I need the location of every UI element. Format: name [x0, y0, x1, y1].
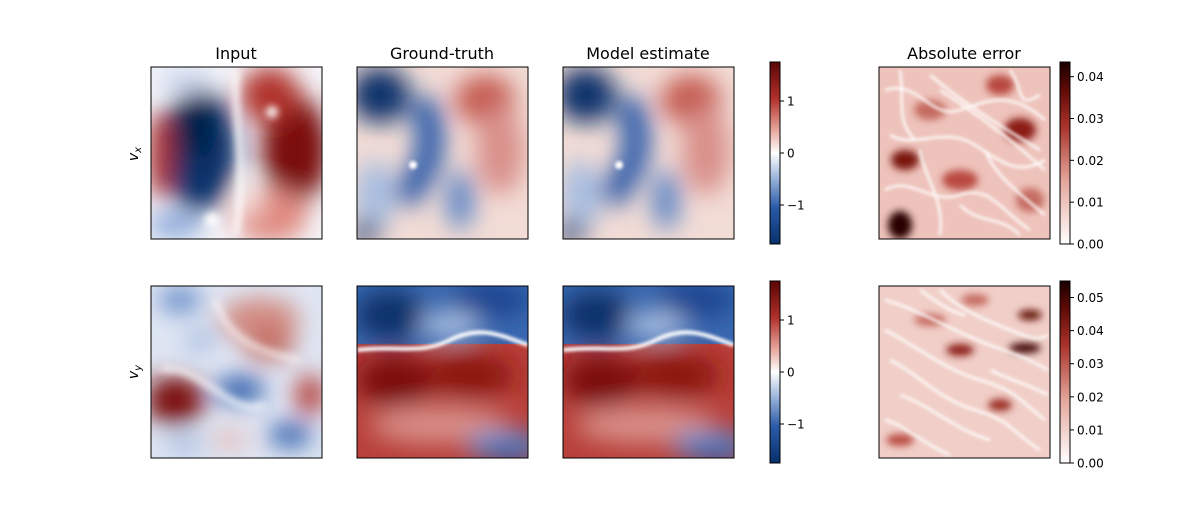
colorbar-error-vy [1059, 280, 1071, 464]
colorbar-vx-tick-label: 1 [787, 95, 795, 109]
row-label-vx: vx [126, 147, 144, 161]
colorbar-error-vy-tick-label: 0.04 [1077, 324, 1104, 338]
colorbar-vy-tick-label: 1 [787, 314, 795, 328]
heatmap-ground-truth-vy [357, 286, 528, 458]
colorbar-error-vx [1059, 61, 1071, 245]
colorbar-vy [769, 280, 781, 464]
colorbar-vy-tick-label: 0 [787, 366, 795, 380]
colorbar-error-vx-tick-label: 0.04 [1077, 70, 1104, 84]
row-label-vy: vy [126, 364, 144, 379]
svg-text:vx: vx [126, 147, 144, 161]
colorbar-error-vx-tick-label: 0.02 [1077, 154, 1104, 168]
colorbar-error-vy-tick-label: 0.00 [1077, 457, 1104, 471]
svg-text:vy: vy [126, 364, 144, 379]
title-input: Input [215, 44, 256, 63]
colorbar-vx-tick-label: 0 [787, 147, 795, 161]
heatmap-model-estimate-vy [563, 286, 734, 458]
title-model-estimate: Model estimate [586, 44, 710, 63]
colorbar-error-vx-tick-label: 0.03 [1077, 112, 1104, 126]
heatmap-input-vy [151, 286, 322, 458]
colorbar-vx [769, 61, 781, 245]
colorbar-error-vy-tick-label: 0.05 [1077, 291, 1104, 305]
heatmap-ground-truth-vx [357, 67, 528, 239]
heatmap-input-vx [151, 67, 322, 239]
colorbar-error-vy-tick-label: 0.03 [1077, 357, 1104, 371]
colorbar-vx-tick-label: −1 [787, 199, 805, 213]
colorbar-error-vy-tick-label: 0.02 [1077, 390, 1104, 404]
heatmap-absolute-error-vx [879, 67, 1050, 239]
heatmap-absolute-error-vy [879, 286, 1050, 458]
title-absolute-error: Absolute error [907, 44, 1021, 63]
colorbar-vy-tick-label: −1 [787, 418, 805, 432]
colorbar-error-vx-tick-label: 0.01 [1077, 196, 1104, 210]
colorbar-error-vy-tick-label: 0.01 [1077, 423, 1104, 437]
heatmap-model-estimate-vx [563, 67, 734, 239]
title-ground-truth: Ground-truth [390, 44, 494, 63]
colorbar-error-vx-tick-label: 0.00 [1077, 238, 1104, 252]
